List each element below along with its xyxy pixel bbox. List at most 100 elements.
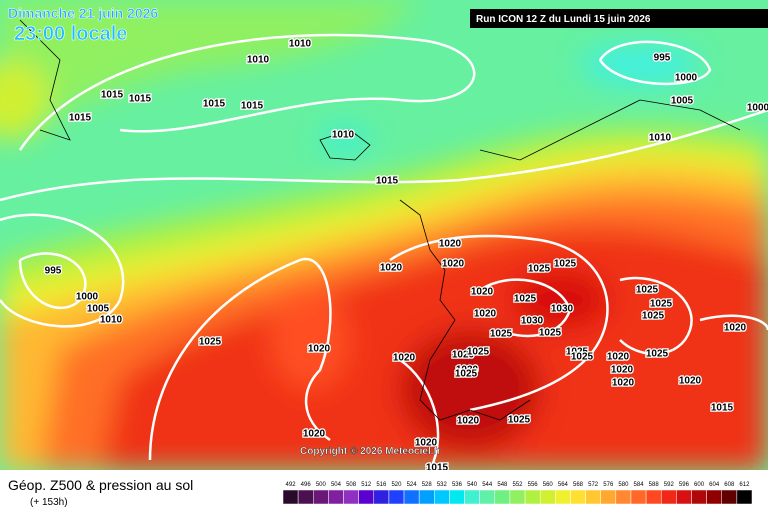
isobar-label: 1025	[508, 415, 531, 426]
scale-swatch	[313, 489, 329, 505]
scale-label: 496	[301, 482, 312, 488]
isobar-label: 1020	[456, 365, 479, 376]
isobar-label: 1025	[539, 328, 562, 339]
scale-label: 608	[724, 482, 735, 488]
isobar-label: 1020	[303, 429, 326, 440]
coastlines	[19, 19, 741, 421]
run-info: Run ICON 12 Z du Lundi 15 juin 2026	[476, 14, 651, 25]
scale-label: 500	[316, 482, 327, 488]
scale-label: 552	[512, 482, 523, 488]
isobar-label: 1015	[69, 113, 92, 124]
isobar-label: 1015	[129, 94, 152, 105]
scale-swatch	[494, 489, 511, 505]
isobar-label: 1020	[457, 416, 480, 427]
scale-swatch	[585, 489, 601, 505]
isobar-label: 1015	[101, 90, 124, 101]
color-scale: 492 496 500 504 508 512 516 520 524 528 532 536 540 5…	[282, 482, 753, 505]
isobar-label: 1020	[439, 239, 462, 250]
isobar-label: 1025	[566, 347, 589, 358]
scale-label: 524	[407, 482, 418, 488]
isobar-label: 1005	[671, 96, 694, 107]
scale-label: 516	[376, 482, 387, 488]
scale-swatch	[403, 489, 420, 505]
scale-swatch	[645, 489, 662, 505]
scale-label: 512	[361, 482, 372, 488]
isobar-label: 1015	[203, 99, 226, 110]
isobar-label: 1000	[675, 73, 698, 84]
date-title: Dimanche 21 juin 2026	[8, 5, 158, 21]
scale-swatch	[328, 489, 344, 505]
isobar-label: 1000	[747, 103, 768, 114]
scale-label: 612	[739, 482, 750, 488]
scale-swatch	[297, 489, 314, 505]
scale-label: 544	[482, 482, 493, 488]
isobar-label: 1025	[646, 349, 669, 360]
scale-label: 592	[664, 482, 675, 488]
scale-swatch	[449, 489, 465, 505]
isobar-label: 1020	[724, 323, 747, 334]
isobar-label: 1025	[490, 329, 513, 340]
isobar-label: 1025	[554, 259, 577, 270]
isobar-label: 1010	[247, 55, 270, 66]
scale-swatch	[555, 489, 571, 505]
scale-swatch	[676, 489, 692, 505]
isobar-label: 1020	[679, 376, 702, 387]
isobar-label: 1025	[467, 347, 490, 358]
isobar-label: 1025	[650, 299, 673, 310]
isobar-label: 1005	[87, 304, 110, 315]
scale-label: 540	[467, 482, 478, 488]
scale-label: 520	[391, 482, 402, 488]
scale-swatch	[434, 489, 450, 505]
isobar-label: 1015	[241, 101, 264, 112]
scale-label: 536	[452, 482, 463, 488]
isobar-label: 1020	[474, 309, 497, 320]
scale-label: 564	[558, 482, 569, 488]
scale-swatch	[721, 489, 738, 505]
scale-label: 580	[618, 482, 629, 488]
scale-label: 596	[679, 482, 690, 488]
scale-swatch	[343, 489, 359, 505]
isobar-label: 1020	[442, 259, 465, 270]
scale-label: 556	[528, 482, 539, 488]
isobar-label: 1020	[611, 365, 634, 376]
scale-swatch	[660, 489, 677, 505]
isobar-label: 1025	[199, 337, 222, 348]
run-box	[470, 9, 768, 28]
isobar-label: 1025	[528, 264, 551, 275]
isobar-label: 1015	[426, 463, 449, 474]
scale-label: 576	[603, 482, 614, 488]
scale-label: 492	[286, 482, 297, 488]
isobar-label: 1010	[332, 130, 355, 141]
isobar-label: 1010	[289, 39, 312, 50]
scale-label: 588	[649, 482, 660, 488]
scale-label: 560	[543, 482, 554, 488]
scale-label: 532	[437, 482, 448, 488]
scale-label: 584	[634, 482, 645, 488]
scale-swatch	[479, 489, 496, 505]
forecast-lead: (+ 153h)	[30, 497, 68, 508]
scale-swatch	[418, 489, 435, 505]
isobar-label: 1020	[415, 438, 438, 449]
scale-label: 508	[346, 482, 357, 488]
local-time: 23:00 locale	[14, 23, 127, 45]
scale-swatch	[282, 489, 299, 505]
isobar-label: 1020	[607, 352, 630, 363]
isobar-label: 1025	[455, 369, 478, 380]
product-title: Géop. Z500 & pression au sol	[8, 477, 193, 493]
scale-label: 548	[497, 482, 508, 488]
isobar-label: 1025	[636, 285, 659, 296]
isobar-label: 1020	[612, 378, 635, 389]
scale-swatch	[539, 489, 556, 505]
scale-swatch	[600, 489, 617, 505]
scale-label: 600	[694, 482, 705, 488]
isobar-label: 1020	[471, 287, 494, 298]
isobar-label: 1020	[380, 263, 403, 274]
isobar-label: 1015	[376, 176, 399, 187]
scale-swatch	[509, 489, 526, 505]
isobar-label: 1030	[551, 304, 574, 315]
scale-label: 528	[422, 482, 433, 488]
scale-swatch	[691, 489, 707, 505]
isobars	[0, 33, 768, 470]
